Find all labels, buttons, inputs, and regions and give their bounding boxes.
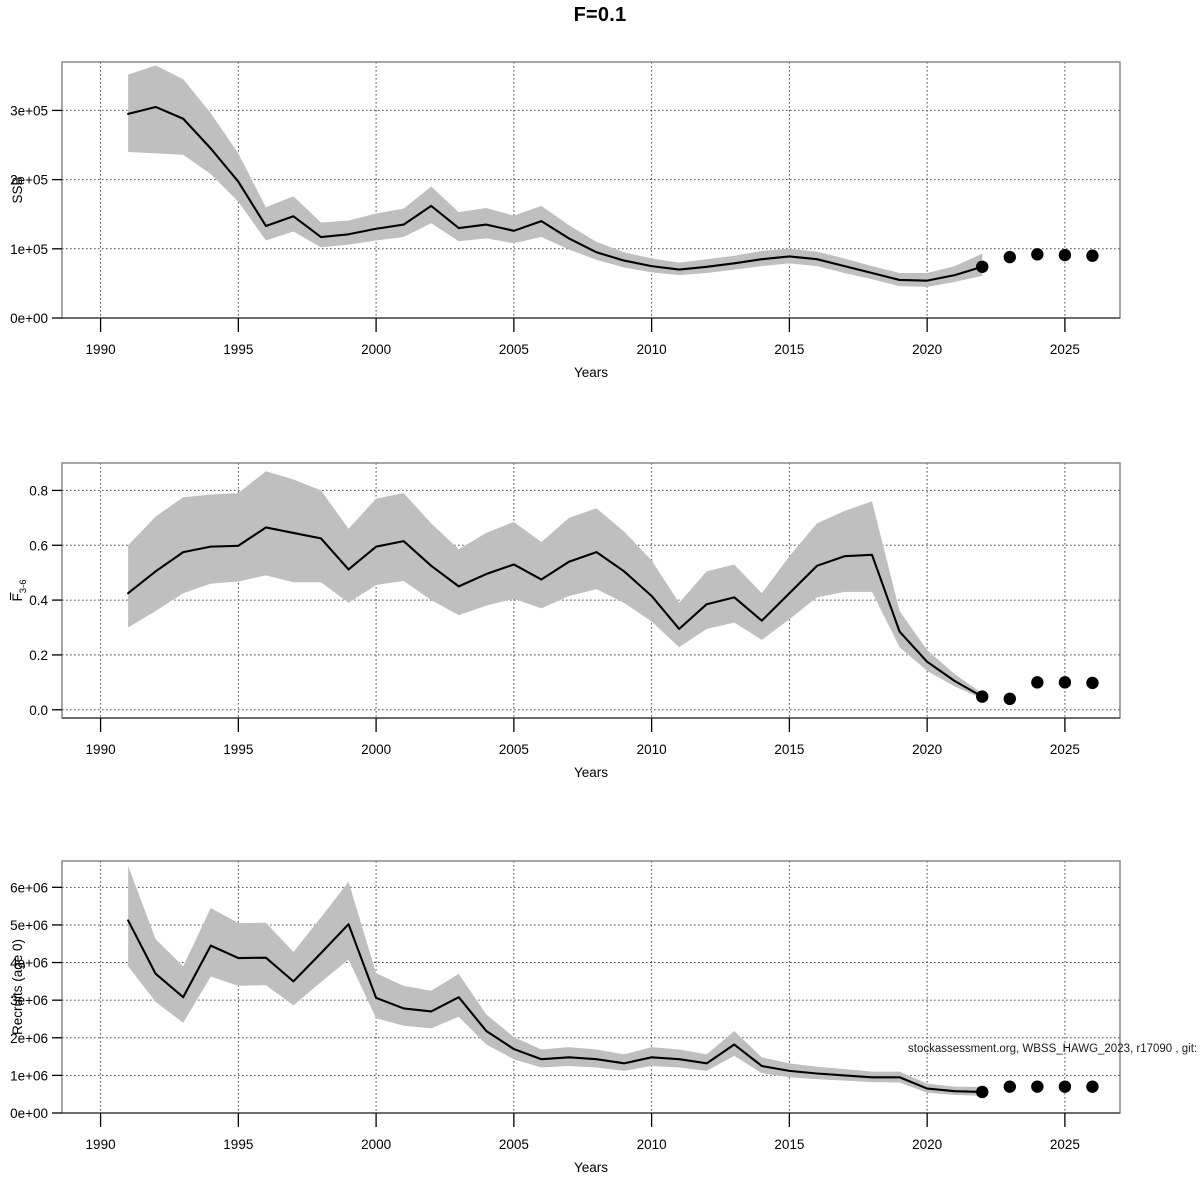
plot-ssb: 0e+00 1e+05 2e+05 3e+05 1990 1995 2000 2005 2010… [10,61,1121,380]
median-line-fbar [127,526,984,698]
watermark-label: stockassessment.org, WBSS_HAWG_2023, r17… [908,1043,1200,1055]
panel-recruits: 0e+00 1e+06 2e+06 3e+06 4e+06 5e+06 6e+06 1990 1… [0,800,1200,1200]
y-tick-label: 4e+06 [10,956,48,971]
y-axis: 0e+00 1e+05 2e+05 3e+05 [10,103,62,326]
forecast-points-ssb [976,248,1099,273]
x-tick-label: 2020 [912,342,942,357]
x-tick-label: 1995 [223,342,253,357]
forecast-point [1086,1080,1099,1093]
y-tick-label: 3e+06 [10,993,48,1008]
forecast-point [1086,676,1099,690]
forecast-point [1003,692,1016,706]
y-tick-label: 0.6 [29,538,48,553]
forecast-point [1003,1080,1016,1093]
confidence-band-fbar [128,471,983,699]
x-tick-label: 2000 [361,1137,391,1152]
forecast-points-fbar [976,676,1099,706]
y-tick-label: 1e+05 [10,242,48,257]
forecast-point [976,690,989,703]
x-tick-label: 2000 [361,342,391,357]
y-tick-label: 5e+06 [10,918,48,933]
x-tick-label: 1990 [86,742,116,757]
x-tick-label: 2020 [912,1137,942,1152]
x-tick-label: 1995 [223,742,253,757]
forecast-point [1031,248,1044,261]
x-tick-label: 1990 [86,342,116,357]
x-tick-label: 2025 [1050,742,1080,757]
x-tick-label: 2025 [1050,1137,1080,1152]
y-axis-title: Recruits (age 0) [10,939,25,1035]
y-axis-title-text: F3-6 [10,580,29,602]
x-axis: 1990 1995 2000 2005 2010 2015 2020 2025 [62,717,1120,757]
confidence-band-recruits [128,865,983,1096]
x-tick-label: 2025 [1050,342,1080,357]
forecast-point [1058,248,1072,262]
median-line-ssb [127,105,984,282]
x-axis-title: Years [574,1160,608,1175]
plot-fbar: 0.0 0.2 0.4 0.6 0.8 1990 1995 2000 2005 2010 2015 2… [9,462,1121,780]
y-tick-label: 1e+06 [10,1068,48,1083]
y-tick-label: 6e+06 [10,880,48,895]
y-tick-label: 0.8 [29,483,48,498]
y-tick-label: 0.2 [29,648,48,663]
forecast-point [976,260,989,273]
y-tick-label: 2e+05 [10,173,48,188]
y-axis: 0.0 0.2 0.4 0.6 0.8 [29,483,62,718]
x-tick-label: 2005 [499,1137,529,1152]
y-tick-label: 3e+05 [10,103,48,118]
forecast-point [1058,676,1072,689]
x-axis: 1990 1995 2000 2005 2010 2015 2020 2025 [62,1112,1120,1152]
gridlines [62,463,1120,718]
forecast-points-recruits [976,1080,1099,1099]
x-tick-label: 2015 [774,342,804,357]
x-tick-label: 2020 [912,742,942,757]
y-axis: 0e+00 1e+06 2e+06 3e+06 4e+06 5e+06 6e+06 [10,880,62,1121]
x-tick-label: 2005 [499,742,529,757]
y-axis-title: F3-6 [9,580,29,602]
panel-ssb: 0e+00 1e+05 2e+05 3e+05 1990 1995 2000 2005 2010… [0,0,1200,400]
y-tick-label: 2e+06 [10,1031,48,1046]
confidence-band-ssb [128,65,983,287]
page-title: F=0.1 [573,4,627,26]
x-tick-label: 2015 [774,1137,804,1152]
forecast-point [1058,1080,1072,1093]
y-tick-label: 0e+00 [10,1106,48,1121]
y-tick-label: 0e+00 [10,311,48,326]
forecast-point [1086,249,1099,262]
forecast-point [976,1085,989,1099]
y-axis-title: SSB [10,176,25,203]
x-tick-label: 1990 [86,1137,116,1152]
forecast-point [1031,676,1044,689]
forecast-point [1003,250,1016,264]
x-tick-label: 2000 [361,742,391,757]
x-tick-label: 1995 [223,1137,253,1152]
x-tick-label: 2005 [499,342,529,357]
x-tick-label: 2015 [774,742,804,757]
y-tick-label: 0.0 [29,703,48,718]
x-axis-title: Years [574,365,608,380]
x-axis: 1990 1995 2000 2005 2010 2015 2020 2025 [62,317,1120,357]
x-tick-label: 2010 [637,1137,667,1152]
gridlines [62,861,1120,1114]
x-tick-label: 2010 [637,342,667,357]
x-tick-label: 2010 [637,742,667,757]
median-line-recruits [127,919,984,1093]
forecast-point [1031,1080,1044,1093]
panel-fbar: 0.0 0.2 0.4 0.6 0.8 1990 1995 2000 2005 2010 2015 2… [0,400,1200,800]
y-tick-label: 0.4 [29,593,48,608]
x-axis-title: Years [574,765,608,780]
